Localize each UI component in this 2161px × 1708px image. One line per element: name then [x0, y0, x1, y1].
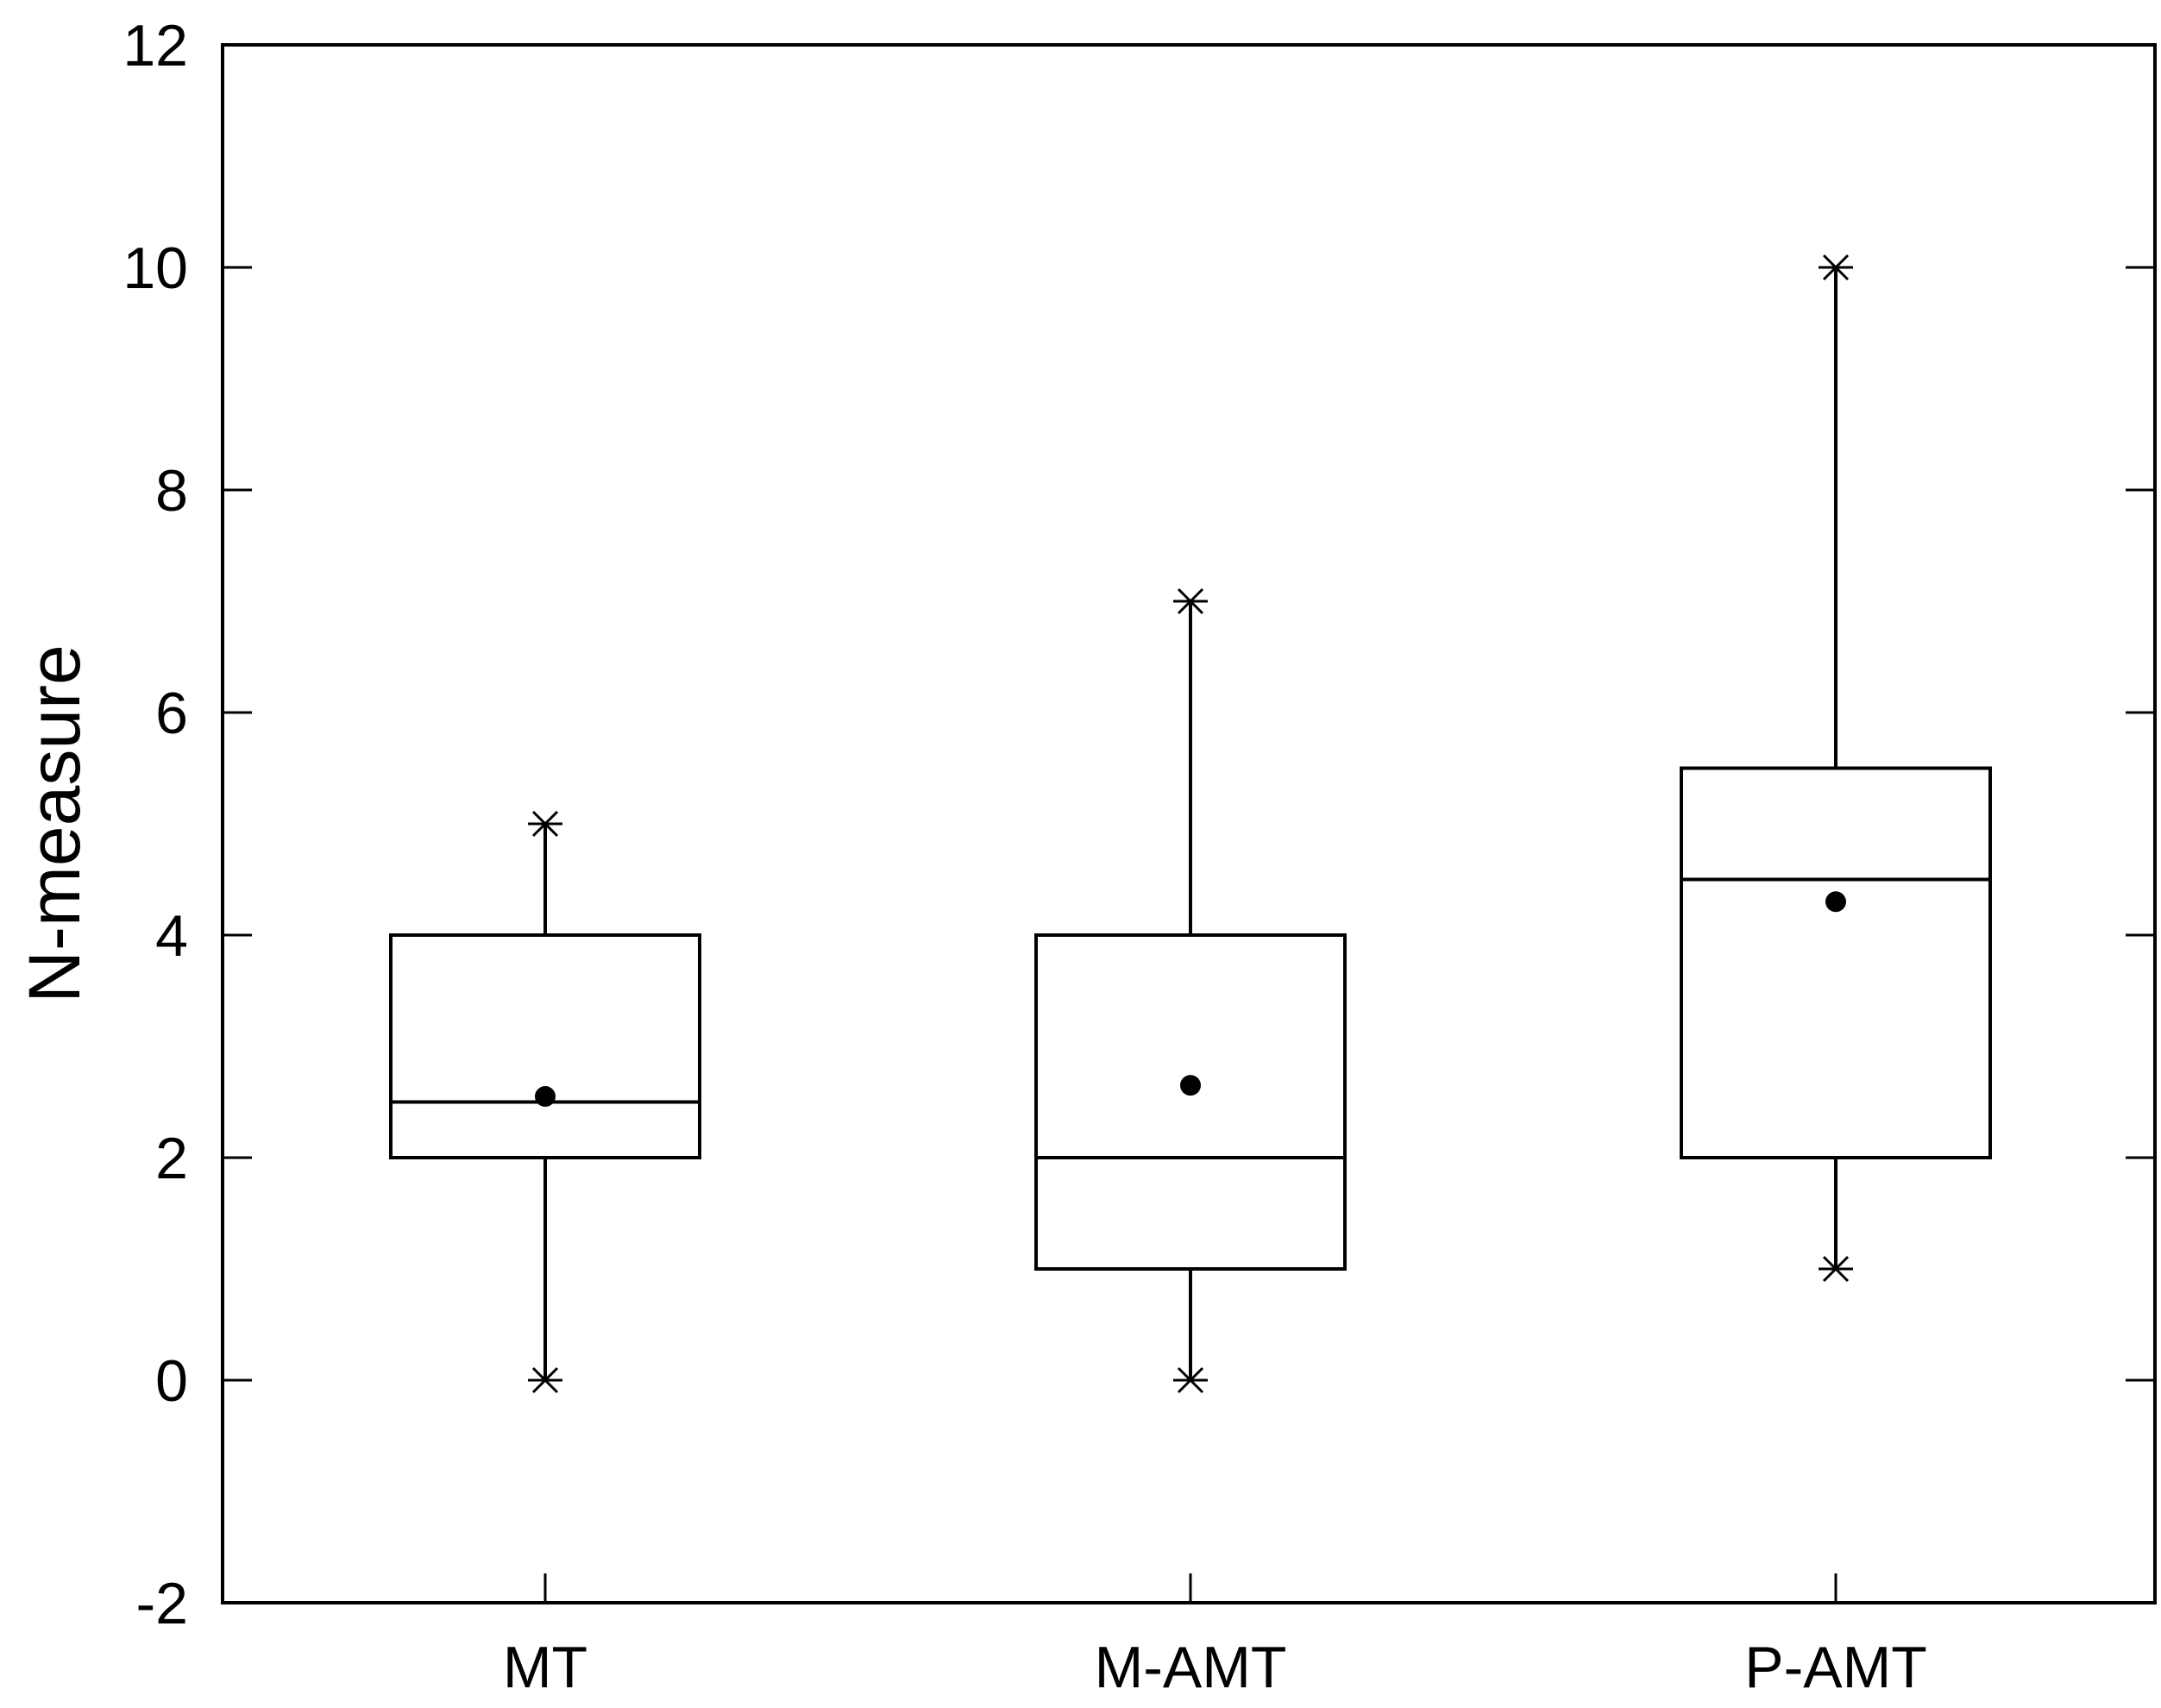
iqr-box	[1034, 933, 1347, 1271]
y-tick-label: 8	[155, 458, 188, 524]
min-marker	[1173, 1366, 1208, 1394]
y-tick-label: 4	[155, 903, 188, 969]
marker-d2	[531, 1366, 559, 1394]
iqr-box	[1680, 766, 1992, 1159]
y-tick-label: 10	[122, 235, 188, 301]
y-tick-label: 12	[122, 13, 188, 78]
max-marker	[1173, 587, 1208, 615]
min-marker	[528, 1366, 562, 1394]
mean-point	[1180, 1075, 1201, 1096]
y-tick-label: 2	[155, 1126, 188, 1191]
min-marker	[1819, 1255, 1853, 1283]
iqr-box	[389, 933, 701, 1159]
marker-d2	[1177, 1366, 1204, 1394]
x-tick-label: P-AMT	[1744, 1635, 1927, 1700]
box-m-amt	[1034, 587, 1347, 1394]
y-axis-title: N-measure	[14, 644, 95, 1002]
y-tick-label: -2	[136, 1571, 188, 1636]
marker-d2	[1822, 1255, 1850, 1283]
x-tick-label: MT	[503, 1635, 587, 1700]
marker-d2	[1822, 254, 1850, 281]
max-marker	[1819, 254, 1853, 281]
mean-point	[1825, 891, 1846, 913]
y-tick-label: 6	[155, 681, 188, 746]
marker-d2	[1177, 587, 1204, 615]
y-axis-ticks: -2 0 2 4 6 8 10 12	[122, 13, 2155, 1636]
mean-point	[535, 1086, 556, 1108]
y-tick-label: 0	[155, 1348, 188, 1414]
plot-frame	[221, 43, 2157, 1604]
x-tick-label: M-AMT	[1095, 1635, 1287, 1700]
box-series	[389, 254, 1992, 1394]
max-marker	[528, 810, 562, 838]
x-axis-ticks: MT M-AMT P-AMT	[503, 1573, 1927, 1700]
box-p-amt	[1680, 254, 1992, 1283]
box-mt	[389, 810, 701, 1394]
marker-d2	[531, 810, 559, 838]
